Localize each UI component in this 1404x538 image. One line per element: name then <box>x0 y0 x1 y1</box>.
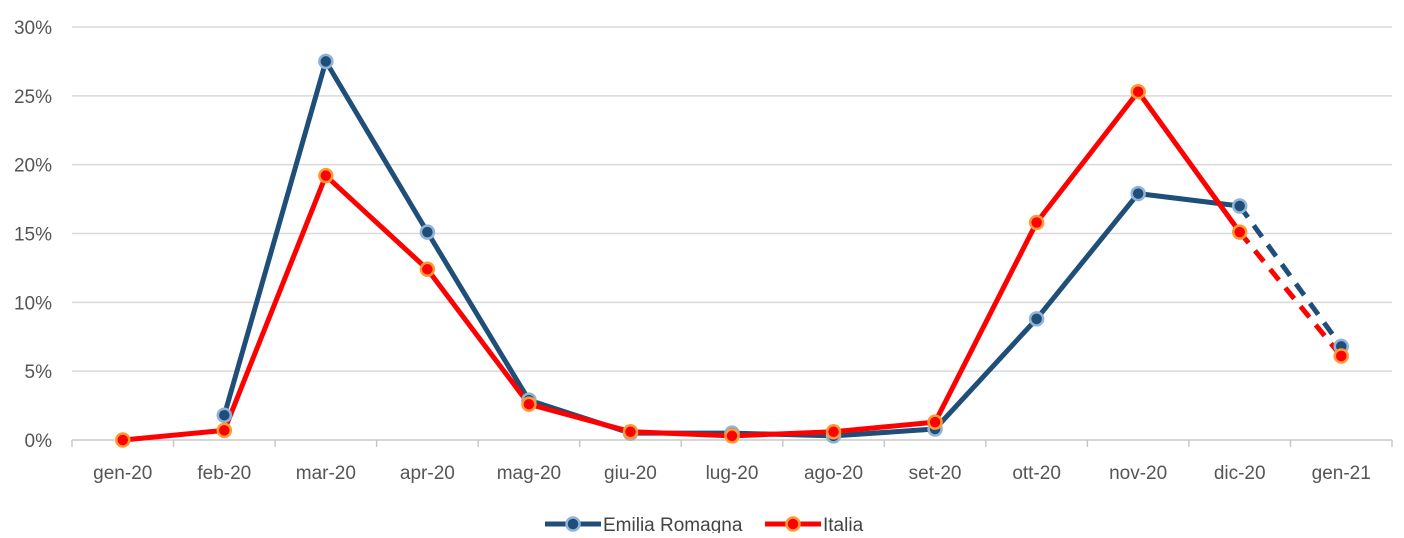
legend-swatch-marker <box>785 516 801 532</box>
data-point <box>115 432 131 448</box>
data-point <box>1130 83 1146 100</box>
series-line <box>221 58 1243 439</box>
series-line-dashed <box>1237 204 1344 348</box>
legend-swatch-marker <box>565 516 581 532</box>
y-tick-label: 10% <box>14 293 52 314</box>
data-point <box>1130 185 1146 202</box>
series-line-dashed <box>1237 230 1344 358</box>
data-point <box>1333 348 1349 364</box>
grid-lines <box>72 26 1392 441</box>
data-point <box>1231 224 1248 240</box>
data-point <box>318 53 334 70</box>
data-point <box>216 422 233 439</box>
data-point <box>1028 214 1045 231</box>
x-tick-label: lug-20 <box>706 463 759 484</box>
data-point <box>1231 198 1248 214</box>
data-point <box>419 224 436 240</box>
x-tick-label: mag-20 <box>497 463 561 484</box>
y-tick-label: 5% <box>25 362 53 383</box>
data-point <box>216 407 233 423</box>
x-tick-label: apr-20 <box>400 463 455 484</box>
data-point <box>724 428 740 444</box>
x-tick-label: ago-20 <box>804 463 863 484</box>
x-tick-label: set-20 <box>909 463 962 484</box>
legend-label: Italia <box>823 515 864 533</box>
data-point <box>927 414 943 430</box>
y-tick-label: 15% <box>14 225 52 246</box>
legend: Emilia Romagna Italia <box>545 515 864 536</box>
x-tick-label: gen-21 <box>1312 463 1371 484</box>
y-tick-label: 30% <box>14 18 52 39</box>
data-point <box>825 423 842 440</box>
series-lines <box>120 58 1344 443</box>
legend-label: Emilia Romagna <box>603 515 743 533</box>
series-markers <box>115 53 1349 448</box>
y-tick-label: 0% <box>25 431 53 452</box>
data-point <box>521 396 537 412</box>
x-tick-label: ott-20 <box>1012 463 1061 484</box>
x-tick-label: dic-20 <box>1214 463 1266 484</box>
data-point <box>419 261 436 278</box>
y-tick-label: 25% <box>14 87 52 108</box>
data-point <box>318 167 334 184</box>
data-point <box>1028 311 1045 327</box>
series-line <box>120 89 1243 443</box>
x-tick-label: feb-20 <box>197 463 251 484</box>
x-tick-label: nov-20 <box>1109 463 1167 484</box>
data-point <box>622 423 639 440</box>
x-tick-label: gen-20 <box>93 463 152 484</box>
x-tick-label: mar-20 <box>296 463 356 484</box>
y-tick-label: 20% <box>14 156 52 177</box>
axes: 0% 5% 10% 15% 20% 25% 30% gen-20 feb-20 mar-20 apr… <box>14 18 1393 484</box>
x-tick-label: giu-20 <box>604 463 657 484</box>
